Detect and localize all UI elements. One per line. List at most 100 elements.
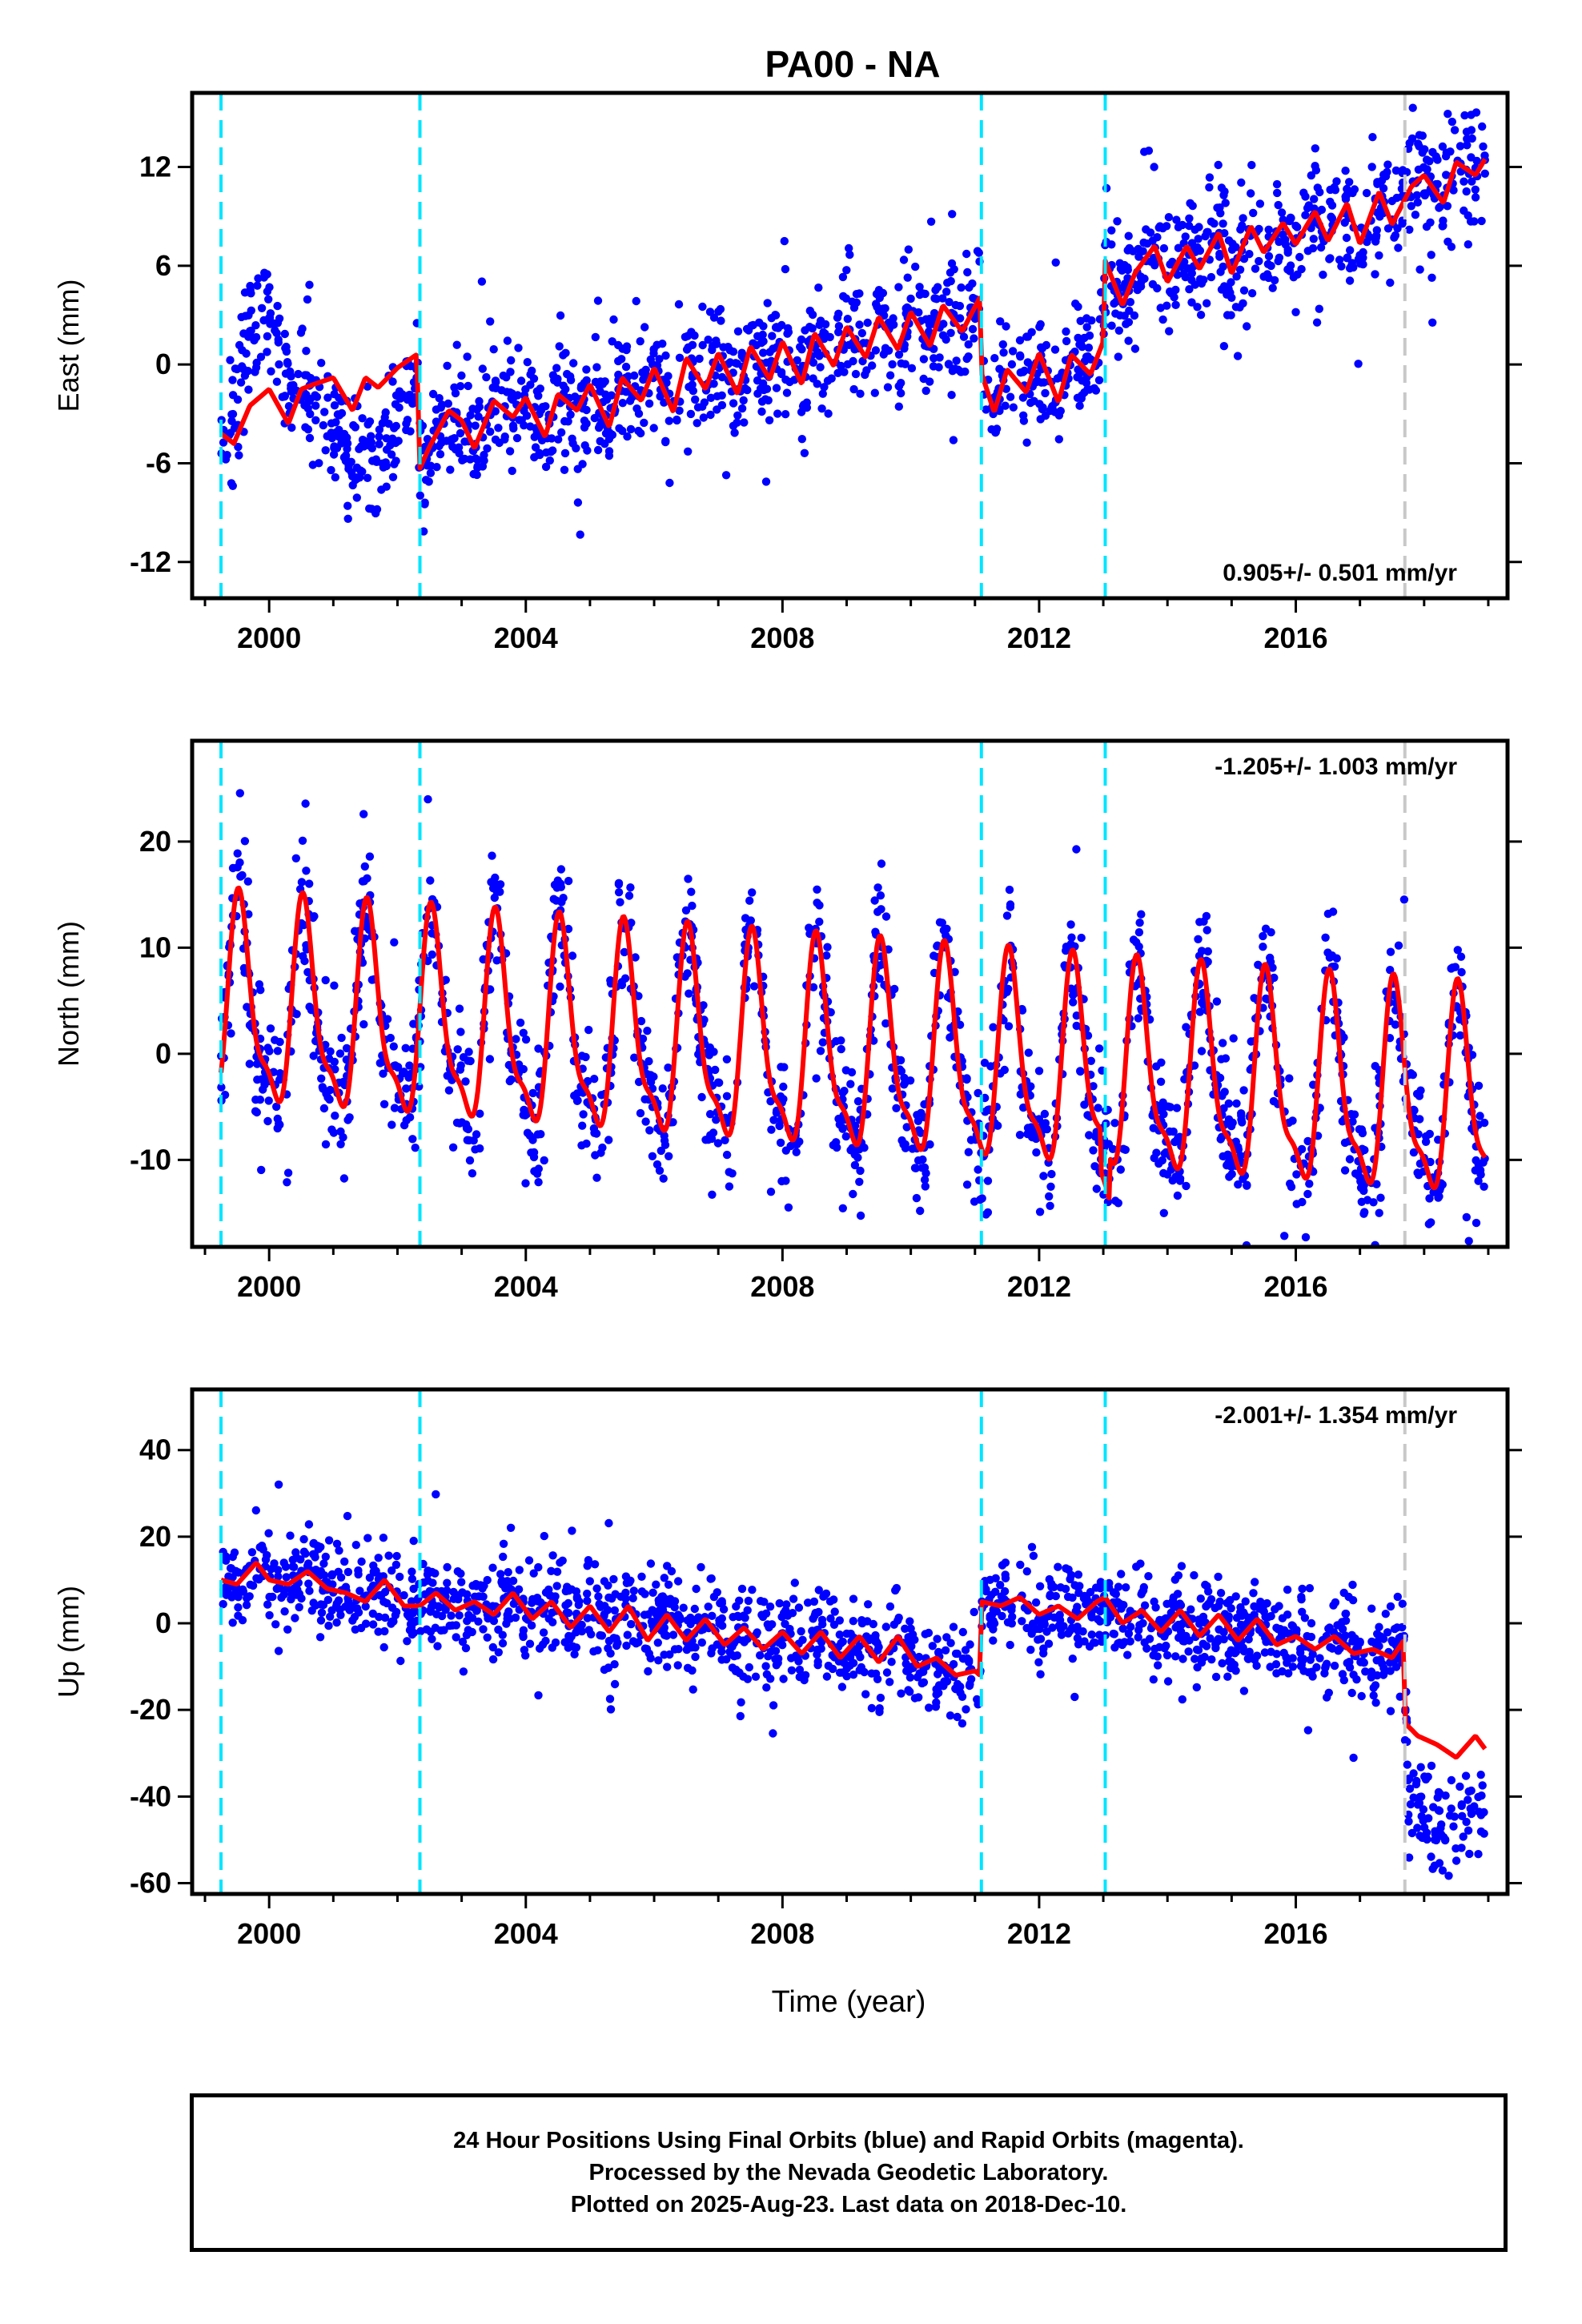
data-point — [357, 1557, 366, 1566]
data-point — [1160, 1644, 1169, 1653]
data-point — [632, 296, 640, 306]
data-point — [1305, 1180, 1314, 1188]
data-point — [1285, 216, 1295, 226]
data-point — [252, 1108, 261, 1117]
data-point — [626, 424, 636, 434]
data-point — [1383, 1628, 1392, 1637]
data-point — [1474, 1081, 1484, 1091]
data-point — [457, 1578, 466, 1586]
data-point — [594, 1592, 603, 1601]
data-point — [782, 1600, 791, 1609]
data-point — [540, 1156, 548, 1165]
data-point — [797, 335, 806, 344]
data-point — [1229, 1034, 1238, 1043]
data-point — [814, 283, 823, 292]
data-point — [616, 898, 624, 907]
data-point — [852, 298, 861, 307]
data-point — [236, 872, 245, 881]
data-point — [990, 354, 999, 363]
data-point — [1207, 1594, 1216, 1604]
data-point — [1449, 186, 1458, 195]
data-point — [1083, 1111, 1092, 1120]
data-point — [534, 1691, 543, 1700]
data-point — [464, 381, 472, 391]
data-point — [1162, 1170, 1172, 1179]
data-point — [1348, 1637, 1357, 1646]
data-point — [1034, 1067, 1044, 1076]
data-point — [624, 372, 632, 381]
data-point — [1185, 1636, 1194, 1645]
data-point — [1026, 1645, 1035, 1655]
data-point — [471, 1145, 480, 1154]
data-point — [797, 1626, 805, 1636]
data-point — [485, 1055, 495, 1063]
data-point — [504, 1568, 512, 1577]
data-point — [1403, 1760, 1412, 1769]
data-point — [494, 424, 503, 432]
data-point — [330, 1057, 339, 1067]
data-point — [483, 444, 492, 453]
data-point — [552, 1582, 561, 1590]
data-point — [930, 354, 938, 363]
data-point — [987, 1590, 996, 1600]
data-point — [568, 951, 577, 960]
data-point — [1193, 303, 1202, 312]
data-point — [246, 281, 255, 291]
data-point — [656, 1146, 665, 1156]
data-point — [823, 943, 832, 951]
data-point — [1202, 1602, 1211, 1611]
data-point — [698, 340, 707, 350]
y-tick-label: -6 — [146, 446, 171, 479]
data-point — [1022, 1623, 1031, 1633]
data-point — [234, 1603, 243, 1612]
y-tick-label: 6 — [155, 249, 171, 282]
data-point — [1463, 135, 1472, 143]
data-point — [722, 1655, 731, 1664]
data-point — [1072, 845, 1081, 854]
data-point — [505, 447, 515, 456]
data-point — [1372, 231, 1381, 240]
data-point — [881, 912, 891, 921]
data-point — [676, 1614, 685, 1624]
data-point — [728, 1169, 737, 1178]
data-point — [1456, 1031, 1465, 1040]
data-point — [515, 416, 524, 424]
data-point — [236, 378, 246, 387]
data-point — [272, 1102, 281, 1112]
data-point — [1429, 1250, 1437, 1258]
data-point — [584, 1556, 593, 1565]
data-point — [1409, 1793, 1418, 1802]
data-point — [815, 917, 824, 927]
data-point — [1367, 1604, 1376, 1613]
data-point — [699, 1001, 708, 1010]
data-point — [1158, 315, 1167, 324]
data-point — [507, 1075, 516, 1084]
data-point — [1315, 304, 1324, 313]
data-point — [342, 1043, 351, 1053]
data-point — [479, 1592, 488, 1602]
data-point — [1342, 233, 1351, 243]
data-point — [745, 896, 754, 905]
data-point — [983, 1176, 993, 1185]
data-point — [443, 1562, 452, 1572]
data-point — [970, 1197, 979, 1206]
data-point — [326, 1047, 335, 1056]
data-point — [830, 1607, 839, 1616]
data-point — [1237, 178, 1246, 187]
data-point — [277, 1593, 286, 1602]
data-point — [925, 327, 934, 336]
data-point — [219, 438, 228, 447]
data-point — [1042, 1627, 1051, 1636]
data-point — [1171, 1172, 1180, 1181]
data-point — [1214, 160, 1223, 170]
data-point — [1054, 435, 1064, 444]
data-point — [525, 1131, 535, 1140]
data-point — [235, 789, 244, 798]
data-point — [284, 402, 294, 411]
data-point — [951, 300, 960, 310]
data-point — [1480, 1807, 1488, 1817]
data-point — [712, 1116, 721, 1124]
data-point — [1197, 1047, 1207, 1055]
data-point — [456, 1027, 465, 1036]
data-point — [330, 442, 339, 451]
